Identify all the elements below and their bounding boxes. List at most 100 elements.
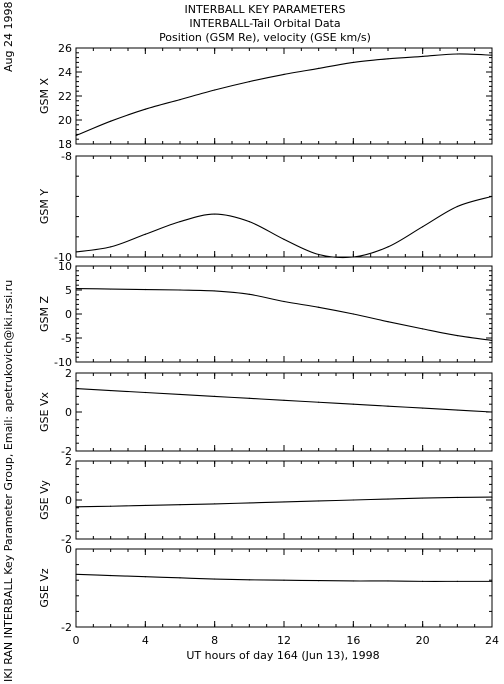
data-point bbox=[352, 580, 354, 582]
data-point bbox=[491, 54, 493, 56]
data-point bbox=[491, 195, 493, 197]
y-tick-label: -2 bbox=[61, 445, 72, 458]
data-point bbox=[248, 397, 250, 399]
data-point bbox=[456, 580, 458, 582]
data-point bbox=[387, 498, 389, 500]
data-point bbox=[248, 293, 250, 295]
panel-frame bbox=[75, 460, 493, 540]
data-point bbox=[318, 253, 320, 256]
panel-frame bbox=[75, 548, 493, 628]
series-line bbox=[75, 195, 493, 259]
data-point bbox=[144, 391, 146, 394]
x-tick-label: 20 bbox=[416, 634, 430, 647]
data-point bbox=[214, 290, 216, 292]
data-point bbox=[248, 81, 250, 83]
data-point bbox=[456, 335, 458, 337]
data-point bbox=[422, 55, 424, 58]
data-point bbox=[75, 287, 77, 290]
data-point bbox=[456, 409, 458, 411]
print-date: Aug 24 1998 bbox=[2, 1, 15, 72]
data-point bbox=[214, 503, 216, 505]
y-tick-label: 24 bbox=[58, 66, 72, 79]
data-point bbox=[75, 573, 77, 575]
data-point bbox=[491, 580, 493, 582]
data-point bbox=[110, 120, 112, 122]
data-point bbox=[179, 393, 181, 396]
data-point bbox=[456, 496, 458, 499]
data-point bbox=[144, 288, 146, 291]
data-point bbox=[144, 108, 146, 110]
data-point bbox=[248, 502, 250, 504]
credit-line: IKI RAN INTERBALL Key Parameter Group, E… bbox=[2, 279, 15, 682]
data-point bbox=[248, 579, 250, 581]
y-tick-label: -8 bbox=[61, 150, 72, 163]
data-point bbox=[75, 251, 77, 253]
data-point bbox=[110, 389, 112, 392]
y-axis-label: GSM Y bbox=[38, 189, 51, 224]
data-point bbox=[352, 403, 354, 405]
data-point bbox=[144, 233, 146, 235]
data-point bbox=[491, 339, 493, 341]
data-point bbox=[491, 411, 493, 413]
y-tick-label: 0 bbox=[65, 406, 72, 419]
data-point bbox=[456, 205, 458, 208]
data-point bbox=[387, 58, 389, 60]
y-axis-label: GSE Vy bbox=[38, 480, 51, 520]
y-axis-label: GSE Vz bbox=[38, 568, 51, 607]
y-tick-label: 26 bbox=[58, 42, 72, 55]
x-tick-label: 4 bbox=[142, 634, 149, 647]
data-point bbox=[422, 407, 424, 409]
x-tick-label: 16 bbox=[346, 634, 360, 647]
x-tick-label: 0 bbox=[73, 634, 80, 647]
panel-frame bbox=[75, 265, 493, 363]
y-tick-label: 0 bbox=[65, 308, 72, 321]
data-point bbox=[75, 506, 77, 508]
panel-frame bbox=[75, 47, 493, 145]
y-tick-label: -10 bbox=[54, 251, 72, 264]
data-point bbox=[318, 67, 320, 69]
y-tick-label: 22 bbox=[58, 90, 72, 103]
data-point bbox=[179, 221, 181, 223]
data-point bbox=[110, 505, 112, 507]
data-point bbox=[144, 504, 146, 507]
y-tick-label: 5 bbox=[65, 284, 72, 297]
x-axis-label: UT hours of day 164 (Jun 13), 1998 bbox=[186, 649, 379, 662]
data-point bbox=[352, 256, 354, 258]
data-point bbox=[179, 289, 181, 291]
data-point bbox=[318, 401, 320, 403]
data-point bbox=[75, 135, 77, 137]
data-point bbox=[179, 99, 181, 101]
data-point bbox=[422, 497, 424, 499]
y-tick-label: 0 bbox=[65, 543, 72, 556]
x-tick-label: 24 bbox=[485, 634, 499, 647]
data-point bbox=[387, 405, 389, 407]
data-point bbox=[144, 576, 146, 578]
data-point bbox=[283, 73, 285, 75]
data-point bbox=[422, 226, 424, 228]
y-tick-label: 10 bbox=[58, 260, 72, 273]
data-point bbox=[422, 328, 424, 330]
data-point bbox=[387, 246, 389, 248]
data-point bbox=[248, 221, 250, 223]
y-tick-label: 0 bbox=[65, 494, 72, 507]
y-tick-label: -10 bbox=[54, 356, 72, 369]
y-axis-label: GSE Vx bbox=[38, 392, 51, 432]
data-point bbox=[387, 580, 389, 582]
header-line-2: INTERBALL-Tail Orbital Data bbox=[189, 17, 340, 30]
data-point bbox=[352, 61, 354, 64]
y-tick-label: 2 bbox=[65, 455, 72, 468]
data-point bbox=[214, 213, 216, 215]
panel-frame bbox=[75, 155, 493, 258]
data-point bbox=[214, 578, 216, 580]
y-axis-label: GSM X bbox=[38, 78, 51, 114]
data-point bbox=[110, 246, 112, 248]
header-line-3: Position (GSM Re), velocity (GSE km/s) bbox=[159, 31, 371, 44]
data-point bbox=[387, 321, 389, 323]
y-tick-label: -5 bbox=[61, 332, 72, 345]
y-tick-label: 20 bbox=[58, 114, 72, 127]
panel-frame bbox=[75, 372, 493, 452]
data-point bbox=[283, 501, 285, 503]
y-axis-label: GSM Z bbox=[38, 296, 51, 332]
